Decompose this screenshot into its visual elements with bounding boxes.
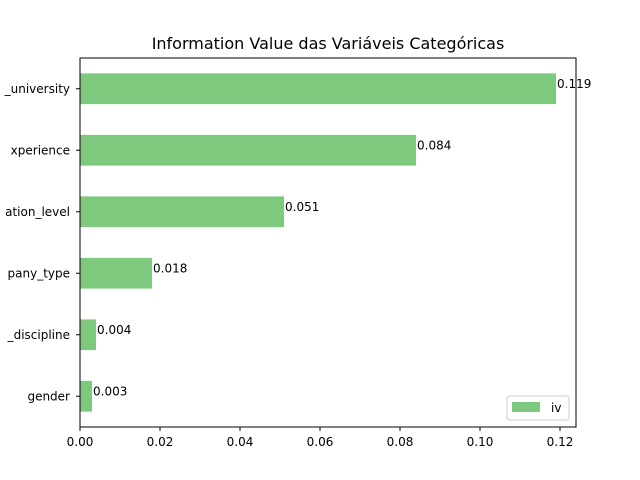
axes-layer: gender _discipline pany_type ation_level xpe…: [4, 57, 577, 449]
bar-company_type: [80, 257, 152, 289]
data-label-enrolled_university: 0.119: [557, 77, 591, 91]
x-tick-label-2: 0.04: [227, 435, 254, 449]
chart-title: Information Value das Variáveis Categóri…: [152, 34, 505, 53]
bar-gender: [80, 380, 92, 412]
legend-swatch: [512, 402, 540, 412]
x-tick-label-1: 0.02: [147, 435, 174, 449]
x-tick-label-3: 0.06: [307, 435, 334, 449]
x-tick-label-4: 0.08: [387, 435, 414, 449]
legend: iv: [506, 395, 570, 421]
y-tick-label-gender: gender: [27, 389, 70, 403]
y-tick-label-relevent_experience: xperience: [11, 143, 70, 157]
x-tick-label-5: 0.10: [467, 435, 494, 449]
data-label-relevent_experience: 0.084: [417, 138, 451, 152]
y-tick-label-major_discipline: _discipline: [7, 328, 70, 342]
x-tick-label-0: 0.00: [67, 435, 94, 449]
x-tick-label-6: 0.12: [547, 435, 574, 449]
data-label-company_type: 0.018: [153, 261, 187, 275]
bar-enrolled_university: [80, 73, 556, 105]
data-label-major_discipline: 0.004: [97, 323, 131, 337]
bar-education_level: [80, 196, 284, 228]
y-tick-label-education_level: ation_level: [5, 205, 70, 219]
data-label-education_level: 0.051: [285, 200, 319, 214]
bar-relevent_experience: [80, 134, 416, 166]
data-label-gender: 0.003: [93, 384, 127, 398]
plot-frame: [79, 57, 577, 428]
y-tick-label-company_type: pany_type: [8, 266, 70, 280]
y-tick-label-enrolled_university: _university: [4, 82, 70, 96]
bar-major_discipline: [80, 319, 96, 351]
legend-label: iv: [551, 401, 561, 415]
bars-layer: 0.003 0.004 0.018 0.051 0.084 0.119: [80, 73, 591, 412]
